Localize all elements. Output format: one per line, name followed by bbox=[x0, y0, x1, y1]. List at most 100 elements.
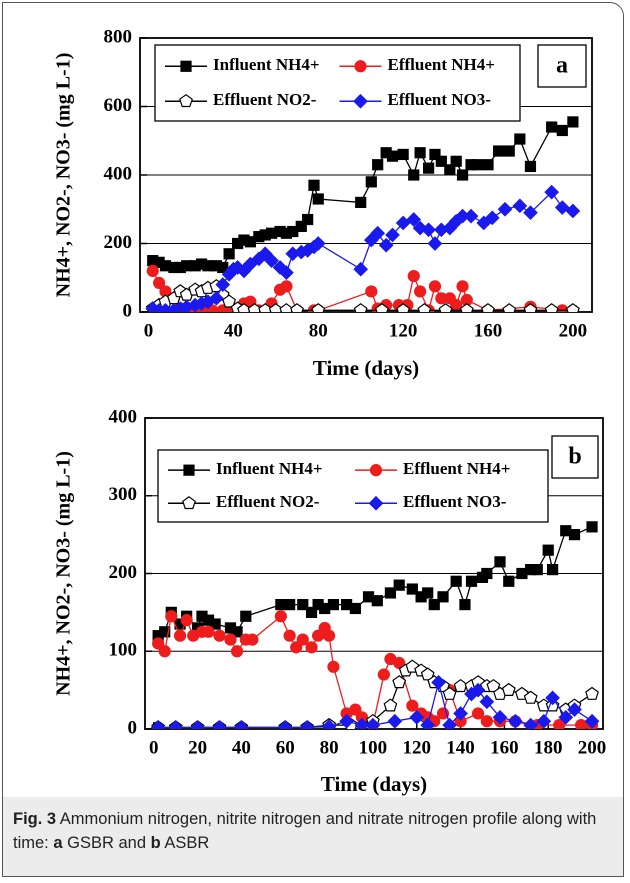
marker bbox=[409, 709, 425, 725]
legend-box bbox=[157, 449, 549, 523]
marker bbox=[584, 713, 600, 729]
marker bbox=[453, 706, 468, 721]
marker bbox=[386, 150, 399, 162]
marker bbox=[377, 668, 390, 681]
marker bbox=[383, 698, 398, 712]
marker bbox=[302, 213, 314, 226]
marker bbox=[484, 210, 500, 226]
series-line bbox=[152, 121, 574, 269]
marker bbox=[453, 678, 468, 693]
marker bbox=[556, 124, 568, 137]
marker bbox=[431, 675, 446, 690]
legend-marker bbox=[353, 93, 368, 109]
chart: 0 100 200 300 400 0 20 40 60 80 100 120 140 160 180 200… bbox=[53, 406, 607, 795]
marker bbox=[523, 717, 539, 729]
marker bbox=[290, 303, 304, 312]
caption-text: GSBR and bbox=[62, 834, 151, 852]
marker bbox=[158, 645, 171, 658]
marker bbox=[456, 169, 469, 181]
x-tick-label: 80 bbox=[309, 320, 328, 341]
marker bbox=[536, 713, 552, 729]
marker bbox=[353, 261, 369, 277]
x-tick-label: 140 bbox=[446, 737, 475, 758]
marker bbox=[497, 201, 513, 217]
marker bbox=[274, 610, 287, 623]
marker bbox=[546, 564, 559, 576]
marker bbox=[327, 660, 340, 673]
marker bbox=[442, 686, 457, 700]
marker bbox=[165, 610, 178, 623]
x-tick-label: 200 bbox=[559, 320, 588, 341]
marker bbox=[414, 147, 426, 159]
marker bbox=[349, 703, 362, 716]
x-tick-label: 180 bbox=[534, 737, 563, 758]
caption-text: a bbox=[53, 834, 63, 852]
marker bbox=[420, 667, 435, 681]
marker bbox=[213, 629, 226, 642]
x-axis-title: Time (days) bbox=[321, 772, 427, 796]
marker bbox=[365, 717, 381, 729]
marker bbox=[554, 200, 570, 215]
series-group bbox=[150, 521, 600, 729]
marker bbox=[450, 155, 462, 167]
marker bbox=[283, 629, 296, 642]
marker bbox=[365, 176, 377, 188]
x-tick-label: 20 bbox=[188, 737, 207, 758]
marker bbox=[152, 276, 166, 289]
x-tick-label: 200 bbox=[578, 737, 607, 758]
x-tick-label: 120 bbox=[389, 320, 418, 341]
marker bbox=[322, 629, 336, 642]
marker bbox=[437, 591, 449, 603]
panel-label-box bbox=[537, 44, 587, 88]
legend-marker bbox=[369, 464, 383, 477]
marker bbox=[429, 148, 441, 161]
y-tick-label: 200 bbox=[109, 562, 138, 583]
marker bbox=[230, 645, 244, 658]
marker bbox=[387, 713, 403, 729]
x-tick-label: 40 bbox=[224, 320, 243, 341]
y-tick-label: 200 bbox=[104, 232, 133, 253]
marker bbox=[465, 575, 478, 587]
marker bbox=[393, 579, 405, 591]
marker bbox=[470, 682, 486, 698]
marker bbox=[428, 598, 440, 611]
marker bbox=[456, 280, 469, 293]
marker bbox=[339, 713, 354, 729]
legend-label: Effluent NH4+ bbox=[388, 55, 495, 74]
marker bbox=[190, 720, 205, 729]
marker bbox=[512, 198, 528, 214]
marker bbox=[327, 598, 340, 611]
marker bbox=[531, 564, 543, 576]
marker bbox=[503, 145, 515, 157]
x-tick-label: 0 bbox=[144, 320, 154, 341]
marker bbox=[422, 587, 434, 599]
y-tick-label: 100 bbox=[109, 640, 138, 661]
x-tick-label: 60 bbox=[276, 737, 295, 758]
marker bbox=[395, 215, 411, 231]
marker bbox=[492, 709, 508, 725]
marker bbox=[384, 587, 397, 599]
marker bbox=[501, 682, 516, 697]
legend-marker bbox=[183, 464, 195, 476]
y-axis-title: NH4+, NO2-, NO3- (mg L-1) bbox=[53, 451, 75, 696]
caption-text: ASBR bbox=[160, 834, 210, 852]
marker bbox=[444, 164, 456, 176]
marker bbox=[523, 205, 538, 221]
marker bbox=[280, 280, 293, 293]
series-line bbox=[158, 682, 593, 729]
caption-text: Ammonium nitrogen, nitrite nitrogen and … bbox=[13, 810, 597, 852]
marker bbox=[482, 159, 494, 171]
marker bbox=[209, 290, 224, 306]
marker bbox=[370, 225, 386, 241]
x-tick-label: 160 bbox=[474, 320, 503, 341]
marker bbox=[567, 116, 579, 128]
marker bbox=[486, 678, 501, 693]
marker bbox=[565, 203, 581, 219]
marker bbox=[479, 694, 495, 710]
y-tick-label: 300 bbox=[109, 484, 138, 505]
legend-marker bbox=[179, 93, 193, 108]
marker bbox=[277, 720, 293, 729]
legend-label: Influent NH4+ bbox=[216, 459, 323, 478]
marker bbox=[503, 575, 515, 587]
marker bbox=[459, 303, 474, 312]
